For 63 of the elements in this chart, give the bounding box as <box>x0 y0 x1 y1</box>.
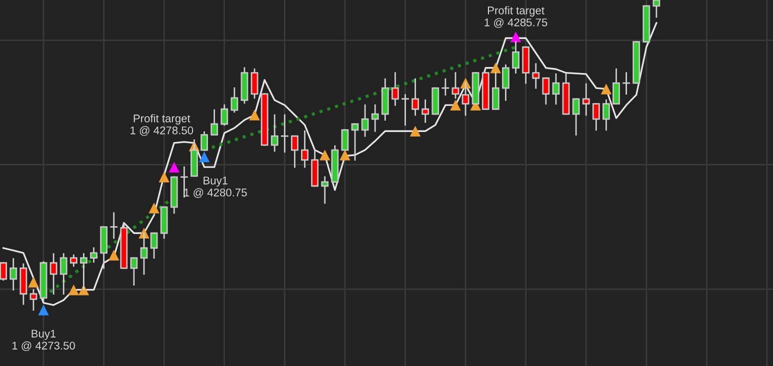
point <box>138 228 150 238</box>
candlestick <box>371 104 379 132</box>
point <box>158 172 170 182</box>
candlestick <box>512 41 520 74</box>
candlestick <box>622 72 630 95</box>
candlestick <box>592 103 600 131</box>
point <box>249 110 260 120</box>
candlestick <box>230 87 238 113</box>
candlestick <box>30 289 38 311</box>
point <box>600 84 612 94</box>
candlestick <box>210 109 218 136</box>
candlestick <box>502 64 510 101</box>
point <box>410 126 421 137</box>
candlestick <box>452 72 460 99</box>
candlestick <box>10 258 18 291</box>
point <box>460 78 471 88</box>
point <box>198 151 210 162</box>
candlestick <box>582 83 590 116</box>
candlestick <box>542 77 550 105</box>
annotation: Profit target 1 @ 4285.75 <box>484 6 548 28</box>
point <box>28 276 39 288</box>
point <box>510 32 522 42</box>
candlestick <box>110 212 118 239</box>
candlestick <box>652 0 660 18</box>
candlestick <box>90 247 98 263</box>
point <box>490 62 502 74</box>
point <box>68 284 80 296</box>
candlestick <box>130 257 138 286</box>
candlestick <box>301 130 308 168</box>
candlestick <box>321 176 329 204</box>
point <box>38 304 49 316</box>
candlestick <box>50 253 58 295</box>
candlestick <box>270 114 278 152</box>
point <box>340 150 350 160</box>
candlestick <box>250 68 258 99</box>
annotation: Profit target 1 @ 4278.50 <box>130 114 194 136</box>
candlestick <box>150 232 158 259</box>
candlestick <box>412 78 419 116</box>
candlestick <box>612 68 620 105</box>
point <box>319 150 330 160</box>
point <box>168 162 180 172</box>
candlestick <box>532 63 540 89</box>
candlestick <box>402 94 409 126</box>
candlestick <box>422 99 430 123</box>
candlestick <box>220 104 228 126</box>
candlestick <box>391 72 399 106</box>
text: Buy1 1 @ 4273.50 <box>12 330 75 351</box>
point <box>148 202 160 214</box>
candlestick <box>280 114 288 153</box>
point <box>108 250 120 261</box>
candlestick <box>200 131 208 151</box>
candlestick <box>552 73 560 105</box>
candlestick <box>0 262 8 281</box>
candlestick <box>291 135 298 168</box>
candlestick <box>442 78 450 96</box>
candlestick <box>60 253 68 295</box>
candlestick <box>351 123 359 161</box>
candlestick <box>602 99 610 131</box>
candlestick <box>70 254 78 267</box>
candlestick <box>361 104 369 137</box>
candlestick <box>572 98 580 136</box>
candlestick <box>180 166 188 198</box>
point <box>450 100 461 110</box>
